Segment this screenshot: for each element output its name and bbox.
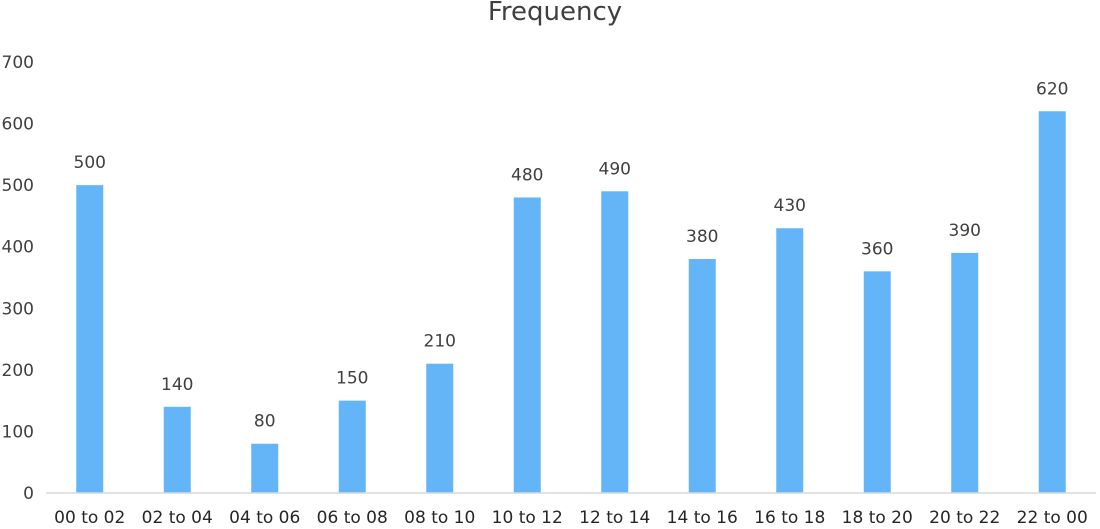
bar <box>601 191 629 494</box>
data-label: 210 <box>424 332 456 352</box>
data-label: 380 <box>686 227 718 247</box>
bar <box>338 400 366 493</box>
x-axis: 00 to 02 02 to 04 04 to 06 06 to 08 08 to 10… <box>54 508 1088 528</box>
y-tick-label: 200 <box>2 361 34 381</box>
x-tick-label: 20 to 22 <box>929 508 1000 528</box>
x-tick-label: 10 to 12 <box>492 508 563 528</box>
data-label: 430 <box>774 196 806 216</box>
bar <box>513 197 541 493</box>
data-label: 500 <box>74 153 106 173</box>
y-tick-label: 0 <box>23 484 34 504</box>
y-tick-label: 300 <box>2 299 34 319</box>
bar <box>688 259 716 493</box>
data-label: 360 <box>861 239 893 259</box>
y-tick-label: 600 <box>2 115 34 135</box>
bar <box>863 271 891 493</box>
x-tick-label: 16 to 18 <box>754 508 825 528</box>
data-label: 620 <box>1036 79 1068 99</box>
data-label: 80 <box>254 412 276 432</box>
y-tick-label: 100 <box>2 422 34 442</box>
y-tick-label: 700 <box>2 53 34 73</box>
x-tick-label: 06 to 08 <box>317 508 388 528</box>
bars <box>76 111 1066 494</box>
x-tick-label: 22 to 00 <box>1017 508 1088 528</box>
x-tick-label: 02 to 04 <box>142 508 213 528</box>
bar <box>1038 111 1066 493</box>
data-label: 390 <box>949 221 981 241</box>
bar <box>426 363 454 493</box>
data-label: 490 <box>599 159 631 179</box>
x-tick-label: 14 to 16 <box>667 508 738 528</box>
data-labels: 500 140 80 150 210 480 490 380 430 360 390 620 <box>74 79 1069 431</box>
data-label: 140 <box>161 375 193 395</box>
data-label: 150 <box>336 369 368 389</box>
bar <box>163 406 191 493</box>
y-tick-label: 500 <box>2 176 34 196</box>
x-tick-label: 00 to 02 <box>54 508 125 528</box>
bar <box>251 443 279 493</box>
x-tick-label: 18 to 20 <box>842 508 913 528</box>
bar <box>76 185 104 493</box>
x-tick-label: 04 to 06 <box>229 508 300 528</box>
x-tick-label: 12 to 14 <box>579 508 650 528</box>
x-tick-label: 08 to 10 <box>404 508 475 528</box>
y-tick-label: 400 <box>2 238 34 258</box>
y-axis: 0 100 200 300 400 500 600 700 <box>2 53 34 504</box>
chart-title: Frequency <box>488 0 622 27</box>
bar <box>951 252 979 493</box>
data-label: 480 <box>511 165 543 185</box>
bar <box>776 228 804 493</box>
